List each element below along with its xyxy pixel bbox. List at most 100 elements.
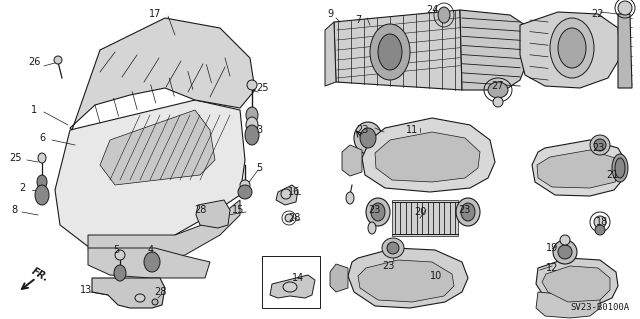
Polygon shape	[70, 18, 255, 130]
Ellipse shape	[246, 107, 258, 123]
Ellipse shape	[152, 299, 158, 305]
Ellipse shape	[615, 158, 625, 178]
Ellipse shape	[354, 122, 382, 154]
Text: 6: 6	[39, 133, 45, 143]
Ellipse shape	[553, 240, 577, 264]
Text: 9: 9	[327, 9, 333, 19]
Polygon shape	[55, 100, 245, 255]
Text: 25: 25	[10, 153, 22, 163]
Polygon shape	[92, 278, 165, 308]
Text: 8: 8	[11, 205, 17, 215]
Polygon shape	[334, 10, 462, 90]
Ellipse shape	[590, 135, 610, 155]
Text: 2: 2	[19, 183, 25, 193]
Polygon shape	[100, 110, 215, 185]
Text: 15: 15	[232, 205, 244, 215]
Polygon shape	[536, 258, 618, 308]
Ellipse shape	[35, 185, 49, 205]
Text: 5: 5	[113, 245, 119, 255]
Polygon shape	[460, 10, 530, 90]
Ellipse shape	[488, 82, 508, 98]
Ellipse shape	[54, 56, 62, 64]
Polygon shape	[88, 200, 240, 262]
Text: 14: 14	[292, 273, 304, 283]
Text: 20: 20	[414, 207, 426, 217]
Ellipse shape	[456, 198, 480, 226]
Text: 21: 21	[606, 170, 618, 180]
Text: 3: 3	[256, 125, 262, 135]
Text: 1: 1	[31, 105, 37, 115]
Ellipse shape	[595, 225, 605, 235]
Ellipse shape	[283, 282, 297, 292]
Ellipse shape	[618, 1, 632, 15]
Ellipse shape	[378, 34, 402, 70]
Polygon shape	[537, 150, 620, 188]
Text: 28: 28	[154, 287, 166, 297]
Ellipse shape	[38, 153, 46, 163]
Text: 23: 23	[368, 205, 380, 215]
Polygon shape	[362, 118, 495, 192]
Text: 23: 23	[382, 261, 394, 271]
Polygon shape	[375, 132, 480, 182]
Ellipse shape	[371, 203, 385, 221]
Text: 28: 28	[288, 213, 300, 223]
Text: 11: 11	[406, 125, 418, 135]
Ellipse shape	[461, 203, 475, 221]
Text: 13: 13	[80, 285, 92, 295]
Polygon shape	[330, 264, 348, 292]
Polygon shape	[348, 248, 468, 308]
Ellipse shape	[493, 97, 503, 107]
Ellipse shape	[37, 175, 47, 189]
Polygon shape	[542, 266, 610, 302]
Text: 5: 5	[256, 163, 262, 173]
Bar	[262, 256, 320, 308]
Text: 28: 28	[194, 205, 206, 215]
Ellipse shape	[368, 222, 376, 234]
Polygon shape	[325, 22, 336, 86]
Text: 17: 17	[149, 9, 161, 19]
Ellipse shape	[238, 185, 252, 199]
Polygon shape	[342, 145, 362, 176]
Polygon shape	[532, 140, 626, 196]
Ellipse shape	[144, 252, 160, 272]
Text: 23: 23	[592, 143, 604, 153]
Ellipse shape	[387, 242, 399, 254]
Text: 23: 23	[458, 205, 470, 215]
Text: FR.: FR.	[30, 266, 51, 284]
Ellipse shape	[281, 189, 291, 199]
Polygon shape	[618, 14, 632, 88]
Polygon shape	[392, 200, 458, 236]
Text: 12: 12	[546, 263, 558, 273]
Text: 26: 26	[28, 57, 40, 67]
Ellipse shape	[558, 28, 586, 68]
Text: 16: 16	[288, 187, 300, 197]
Polygon shape	[276, 185, 298, 205]
Text: 25: 25	[256, 83, 269, 93]
Text: 23: 23	[356, 125, 368, 135]
Ellipse shape	[346, 192, 354, 204]
Text: 24: 24	[426, 5, 438, 15]
Polygon shape	[88, 248, 210, 278]
Ellipse shape	[246, 117, 258, 133]
Text: 18: 18	[596, 217, 608, 227]
Ellipse shape	[560, 235, 570, 245]
Ellipse shape	[114, 265, 126, 281]
Ellipse shape	[115, 250, 125, 260]
Polygon shape	[358, 260, 454, 302]
Ellipse shape	[366, 198, 390, 226]
Ellipse shape	[247, 80, 257, 90]
Polygon shape	[536, 292, 600, 318]
Text: 4: 4	[148, 245, 154, 255]
Text: SV23-B0100A: SV23-B0100A	[570, 303, 629, 313]
Text: 27: 27	[492, 81, 504, 91]
Ellipse shape	[370, 24, 410, 80]
Ellipse shape	[558, 245, 572, 259]
Ellipse shape	[285, 214, 293, 222]
Ellipse shape	[594, 139, 606, 151]
Ellipse shape	[612, 154, 628, 182]
Text: 7: 7	[355, 15, 361, 25]
Text: 22: 22	[592, 9, 604, 19]
Ellipse shape	[360, 128, 376, 148]
Ellipse shape	[240, 180, 250, 190]
Polygon shape	[196, 200, 230, 228]
